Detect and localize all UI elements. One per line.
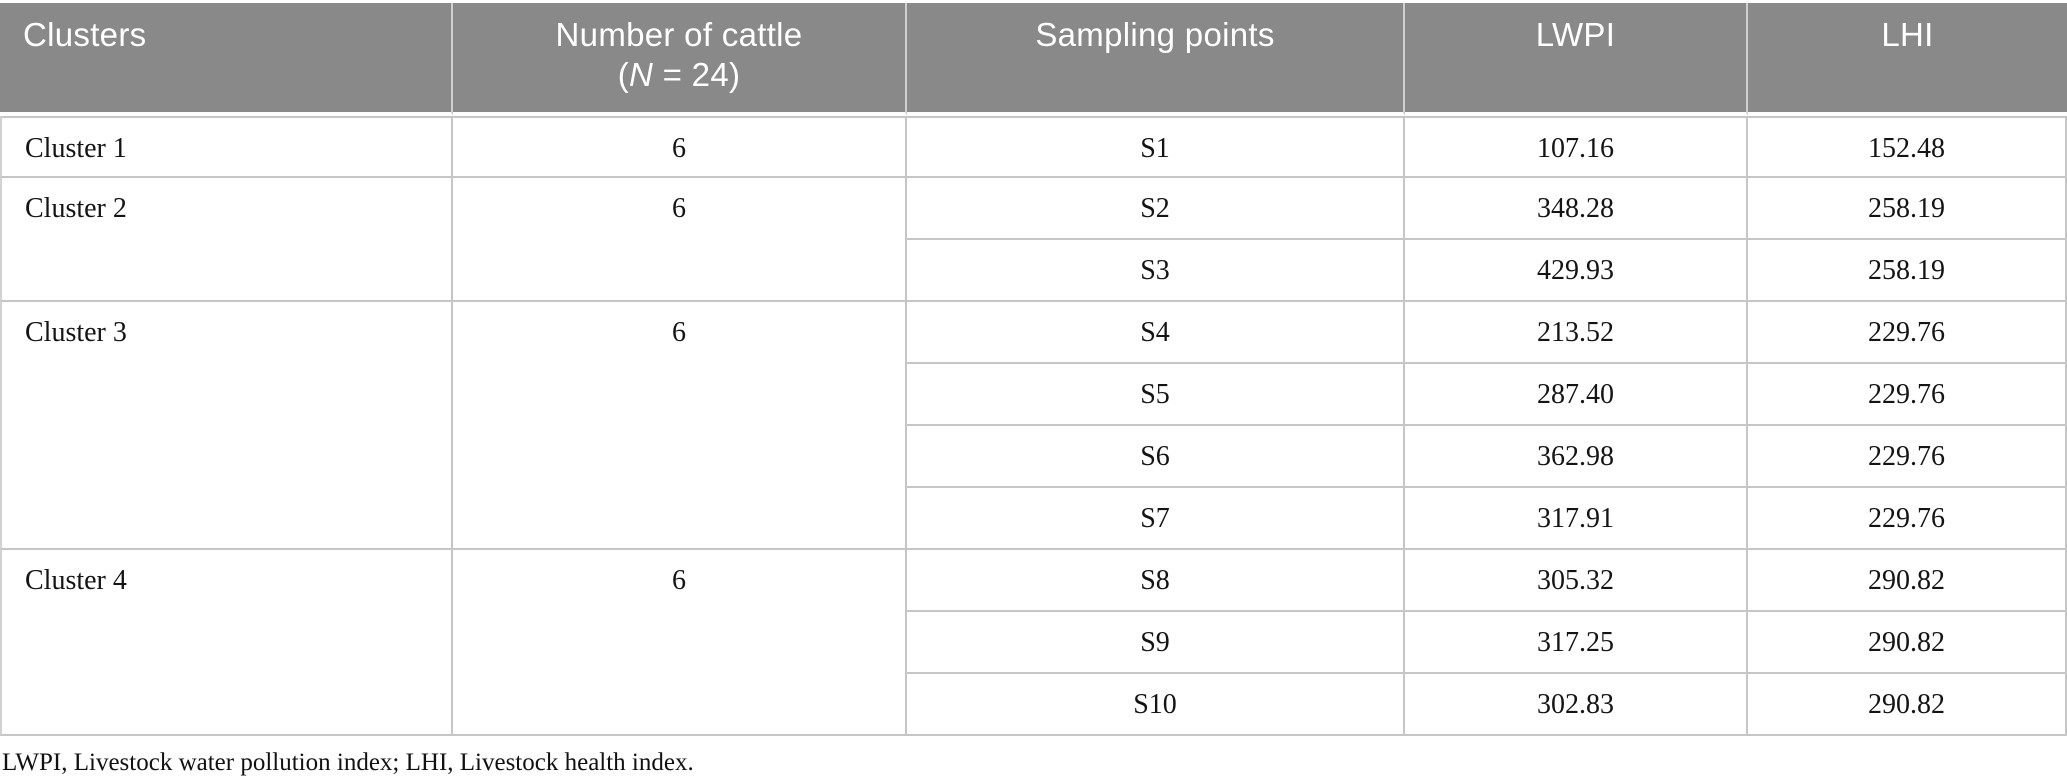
cattle-count-cell: 6: [453, 178, 907, 302]
cattle-count-cell: 6: [453, 550, 907, 736]
column-header-sampling-points: Sampling points: [907, 3, 1405, 116]
lwpi-value-cell: 305.32: [1405, 550, 1748, 612]
table-footnote: LWPI, Livestock water pollution index; L…: [2, 749, 694, 776]
table-row: S7 317.91 229.76: [0, 488, 2067, 550]
table-row: S9 317.25 290.82: [0, 612, 2067, 674]
lwpi-value-cell: 317.91: [1405, 488, 1748, 550]
table-row: Cluster 1 6 S1 107.16 152.48: [0, 116, 2067, 178]
cluster-name-cell: Cluster 2: [0, 178, 453, 302]
cattle-n-value: = 24): [653, 56, 741, 93]
lhi-value-cell: 229.76: [1748, 302, 2067, 364]
table-row: S10 302.83 290.82: [0, 674, 2067, 736]
sampling-point-cell: S2: [907, 178, 1405, 240]
lhi-value-cell: 229.76: [1748, 426, 2067, 488]
lhi-value-cell: 152.48: [1748, 116, 2067, 178]
header-row: Clusters Number of cattle (N = 24) Sampl…: [0, 3, 2067, 116]
cattle-count-cell: 6: [453, 116, 907, 178]
lhi-value-cell: 258.19: [1748, 178, 2067, 240]
lwpi-value-cell: 107.16: [1405, 116, 1748, 178]
sampling-point-cell: S1: [907, 116, 1405, 178]
lwpi-value-cell: 302.83: [1405, 674, 1748, 736]
table-row: Cluster 2 6 S2 348.28 258.19: [0, 178, 2067, 302]
lhi-value-cell: 229.76: [1748, 364, 2067, 426]
table-row: S6 362.98 229.76: [0, 426, 2067, 488]
clusters-data-table: Clusters Number of cattle (N = 24) Sampl…: [0, 3, 2067, 736]
cluster-name-cell: Cluster 3: [0, 302, 453, 550]
table-row: S3 429.93 258.19: [0, 240, 2067, 302]
column-header-number-of-cattle: Number of cattle (N = 24): [453, 3, 907, 116]
column-header-lhi: LHI: [1748, 3, 2067, 116]
lhi-value-cell: 290.82: [1748, 674, 2067, 736]
lhi-value-cell: 290.82: [1748, 612, 2067, 674]
cattle-count-cell: 6: [453, 302, 907, 550]
lhi-value-cell: 290.82: [1748, 550, 2067, 612]
sampling-point-cell: S3: [907, 240, 1405, 302]
lwpi-value-cell: 362.98: [1405, 426, 1748, 488]
lwpi-value-cell: 287.40: [1405, 364, 1748, 426]
cluster-name-cell: Cluster 4: [0, 550, 453, 736]
cluster-name-cell: Cluster 1: [0, 116, 453, 178]
sampling-point-cell: S9: [907, 612, 1405, 674]
table-row: Cluster 3 6 S4 213.52 229.76: [0, 302, 2067, 550]
sampling-point-cell: S6: [907, 426, 1405, 488]
sampling-point-cell: S10: [907, 674, 1405, 736]
sampling-point-cell: S4: [907, 302, 1405, 364]
cattle-header-line2: (N = 24): [618, 56, 741, 93]
lwpi-value-cell: 348.28: [1405, 178, 1748, 240]
cattle-header-line1: Number of cattle: [555, 16, 803, 53]
sampling-point-cell: S8: [907, 550, 1405, 612]
column-header-lwpi: LWPI: [1405, 3, 1748, 116]
column-header-clusters: Clusters: [0, 3, 453, 116]
cattle-paren-open: (: [617, 56, 630, 93]
lwpi-value-cell: 429.93: [1405, 240, 1748, 302]
table-row: S5 287.40 229.76: [0, 364, 2067, 426]
table-row: Cluster 4 6 S8 305.32 290.82: [0, 550, 2067, 736]
lwpi-value-cell: 317.25: [1405, 612, 1748, 674]
lhi-value-cell: 229.76: [1748, 488, 2067, 550]
lhi-value-cell: 258.19: [1748, 240, 2067, 302]
cattle-n-symbol: N: [629, 56, 654, 93]
sampling-point-cell: S5: [907, 364, 1405, 426]
lwpi-value-cell: 213.52: [1405, 302, 1748, 364]
sampling-point-cell: S7: [907, 488, 1405, 550]
